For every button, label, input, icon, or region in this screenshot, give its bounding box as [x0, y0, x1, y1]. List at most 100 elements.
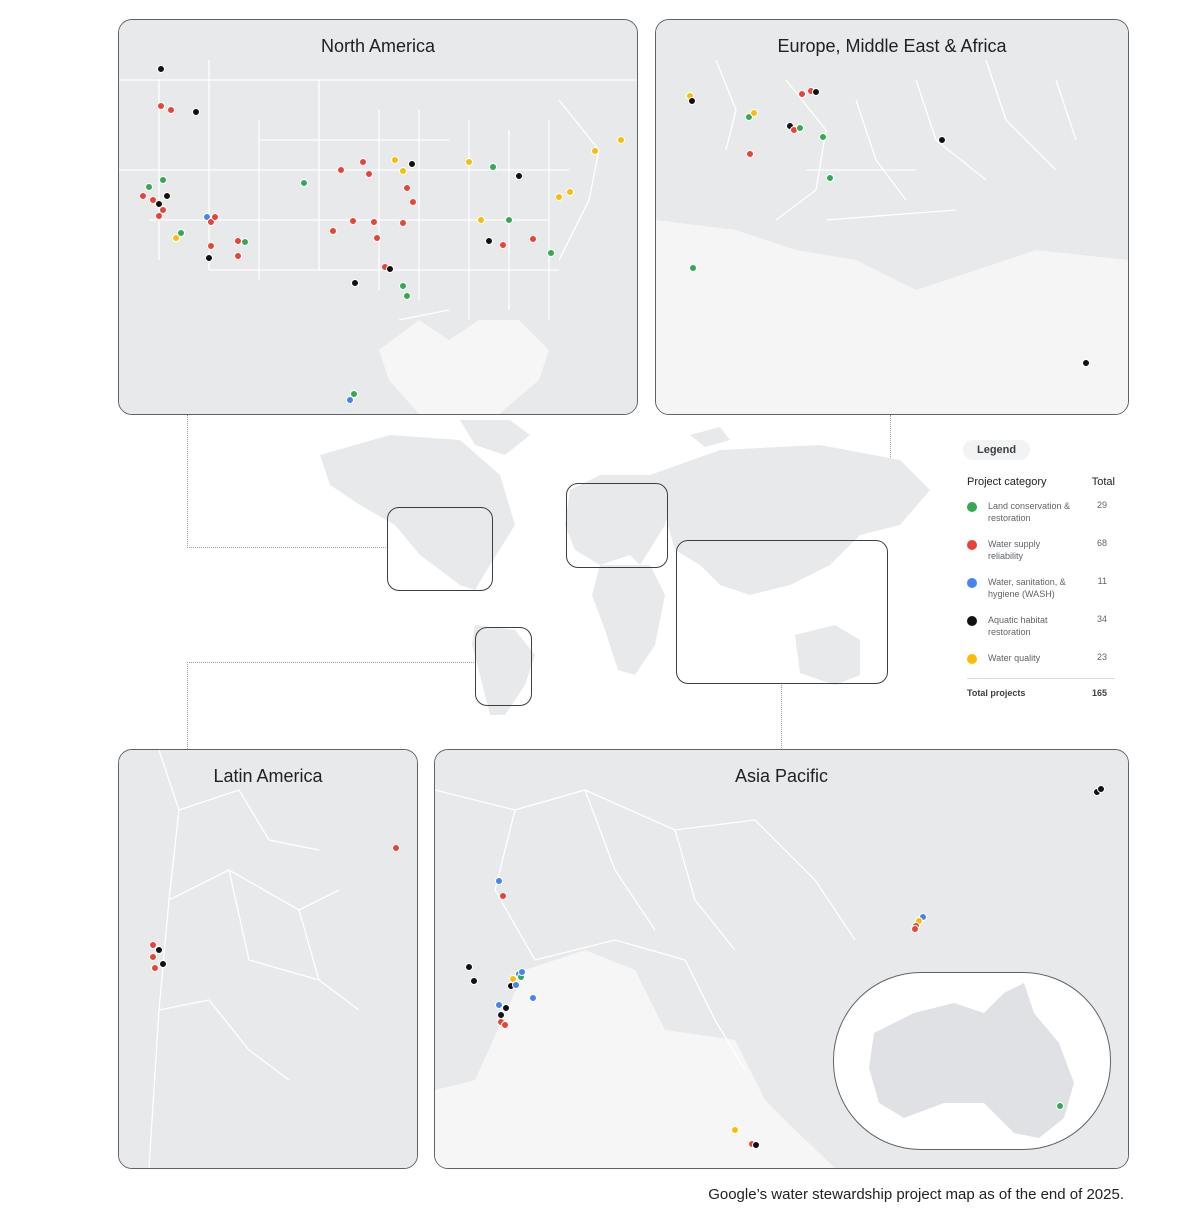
project-dot[interactable]: [465, 963, 473, 971]
project-dot[interactable]: [337, 166, 345, 174]
project-dot[interactable]: [349, 217, 357, 225]
project-dot[interactable]: [409, 198, 417, 206]
project-dot[interactable]: [470, 977, 478, 985]
project-dot[interactable]: [689, 264, 697, 272]
project-dot[interactable]: [207, 242, 215, 250]
project-dot[interactable]: [350, 390, 358, 398]
project-dot[interactable]: [391, 156, 399, 164]
project-dot[interactable]: [149, 941, 157, 949]
legend-row-supply[interactable]: Water supply reliability 68: [967, 538, 1115, 562]
panel-title-emea: Europe, Middle East & Africa: [777, 36, 1007, 56]
project-dot[interactable]: [386, 265, 394, 273]
project-dot[interactable]: [155, 212, 163, 220]
project-dot[interactable]: [155, 946, 163, 954]
project-dot[interactable]: [351, 279, 359, 287]
project-dot[interactable]: [499, 241, 507, 249]
project-dot[interactable]: [502, 1004, 510, 1012]
project-dot[interactable]: [211, 213, 219, 221]
project-dot[interactable]: [1097, 785, 1105, 793]
project-dot[interactable]: [566, 188, 574, 196]
legend-row-quality[interactable]: Water quality 23: [967, 652, 1115, 664]
project-dot[interactable]: [159, 176, 167, 184]
project-dot[interactable]: [373, 234, 381, 242]
project-dot[interactable]: [399, 167, 407, 175]
project-dot[interactable]: [145, 183, 153, 191]
world-box-asia-pacific[interactable]: [676, 540, 888, 684]
legend-row-aquatic[interactable]: Aquatic habitat restoration 34: [967, 614, 1115, 638]
project-dot[interactable]: [370, 218, 378, 226]
project-dot[interactable]: [688, 97, 696, 105]
project-dot[interactable]: [501, 1021, 509, 1029]
project-dot[interactable]: [826, 174, 834, 182]
project-dot[interactable]: [151, 964, 159, 972]
project-dot[interactable]: [329, 227, 337, 235]
project-dot[interactable]: [518, 968, 526, 976]
project-dot[interactable]: [505, 216, 513, 224]
project-dot[interactable]: [403, 292, 411, 300]
world-box-emea[interactable]: [566, 483, 668, 568]
project-dot[interactable]: [798, 90, 806, 98]
project-dot[interactable]: [365, 170, 373, 178]
project-dot[interactable]: [745, 113, 753, 121]
project-dot[interactable]: [359, 158, 367, 166]
project-dot[interactable]: [1082, 359, 1090, 367]
project-dot[interactable]: [149, 953, 157, 961]
project-dot[interactable]: [205, 254, 213, 262]
project-dot[interactable]: [1056, 1102, 1064, 1110]
project-dot[interactable]: [177, 229, 185, 237]
project-dot[interactable]: [495, 877, 503, 885]
project-dot[interactable]: [399, 219, 407, 227]
australia-inset[interactable]: [833, 972, 1111, 1150]
project-dot[interactable]: [512, 981, 520, 989]
panel-latin-america[interactable]: Latin America: [118, 749, 418, 1169]
project-dot[interactable]: [408, 160, 416, 168]
project-dot[interactable]: [547, 249, 555, 257]
project-dot[interactable]: [163, 192, 171, 200]
project-dot[interactable]: [192, 108, 200, 116]
project-dot[interactable]: [485, 237, 493, 245]
project-dot[interactable]: [617, 136, 625, 144]
panel-emea[interactable]: Europe, Middle East & Africa: [655, 19, 1129, 415]
project-dot[interactable]: [346, 396, 354, 404]
project-dot[interactable]: [499, 892, 507, 900]
project-dot[interactable]: [746, 150, 754, 158]
project-dot[interactable]: [555, 193, 563, 201]
project-dot[interactable]: [591, 147, 599, 155]
project-dot[interactable]: [731, 1126, 739, 1134]
world-box-latin-america[interactable]: [475, 627, 532, 706]
project-dot[interactable]: [465, 158, 473, 166]
world-box-north-america[interactable]: [387, 507, 493, 591]
project-dot[interactable]: [300, 179, 308, 187]
project-dot[interactable]: [477, 216, 485, 224]
project-dot[interactable]: [812, 88, 820, 96]
panel-asia-pacific[interactable]: Asia Pacific: [434, 749, 1129, 1169]
project-dot[interactable]: [529, 994, 537, 1002]
project-dot[interactable]: [392, 844, 400, 852]
project-dot[interactable]: [750, 109, 758, 117]
project-dot[interactable]: [911, 925, 919, 933]
legend-row-land[interactable]: Land conservation & restoration 29: [967, 500, 1115, 524]
legend-row-wash[interactable]: Water, sanitation, & hygiene (WASH) 11: [967, 576, 1115, 600]
project-dot[interactable]: [157, 102, 165, 110]
project-dot[interactable]: [938, 136, 946, 144]
project-dot[interactable]: [399, 282, 407, 290]
project-dot[interactable]: [819, 133, 827, 141]
project-dot[interactable]: [159, 206, 167, 214]
project-dot[interactable]: [796, 124, 804, 132]
legend-total: 68: [1096, 538, 1107, 548]
project-dot[interactable]: [529, 235, 537, 243]
project-dot[interactable]: [241, 238, 249, 246]
project-dot[interactable]: [234, 252, 242, 260]
project-dot[interactable]: [167, 106, 175, 114]
project-dot[interactable]: [139, 192, 147, 200]
panel-north-america[interactable]: North America: [118, 19, 638, 415]
project-dot[interactable]: [489, 163, 497, 171]
australia-map: [869, 983, 1074, 1138]
project-dot[interactable]: [515, 172, 523, 180]
project-dot[interactable]: [159, 960, 167, 968]
legend-badge: Legend: [963, 440, 1031, 460]
project-dot[interactable]: [403, 184, 411, 192]
project-dot[interactable]: [157, 65, 165, 73]
project-dot[interactable]: [752, 1141, 760, 1149]
project-dot[interactable]: [172, 234, 180, 242]
